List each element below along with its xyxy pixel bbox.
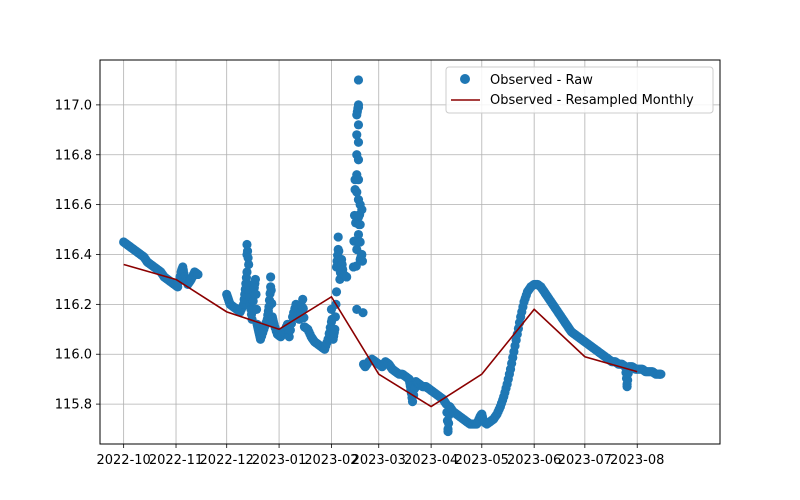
raw-data-point: [251, 304, 262, 314]
raw-data-point: [357, 256, 368, 266]
resampled-monthly-line: [123, 263, 638, 408]
raw-data-point: [266, 285, 276, 295]
raw-data-point: [267, 298, 277, 309]
raw-data-point: [330, 312, 340, 322]
raw-data-point: [353, 102, 364, 112]
x-tick-label: 2023-05: [455, 453, 509, 468]
y-tick-label: 117.0: [55, 98, 92, 113]
legend-raw-label: Observed - Raw: [490, 73, 593, 88]
x-tick-label: 2023-04: [404, 453, 458, 468]
raw-data-point: [242, 246, 253, 256]
legend-box: [445, 66, 714, 114]
raw-data-point: [353, 75, 364, 85]
raw-data-point: [193, 269, 203, 280]
raw-series: [119, 75, 666, 437]
y-tick-label: 116.0: [55, 348, 92, 363]
raw-data-point: [352, 130, 362, 140]
raw-data-point: [353, 137, 364, 147]
raw-data-point: [242, 267, 252, 277]
legend-raw-marker: [460, 74, 470, 84]
raw-data-point: [298, 294, 308, 304]
raw-data-point: [342, 272, 352, 282]
y-tick-label: 116.6: [55, 198, 92, 213]
x-tick-label: 2022-11: [149, 453, 203, 468]
raw-data-point: [622, 382, 632, 392]
raw-data-point: [355, 237, 365, 247]
raw-data-point: [353, 120, 364, 130]
raw-data-point: [355, 219, 365, 230]
y-tick-label: 116.8: [55, 148, 92, 163]
x-tick-label: 2023-02: [304, 453, 358, 468]
raw-data-point: [351, 261, 361, 271]
raw-data-point: [656, 369, 666, 379]
raw-data-point: [243, 253, 253, 263]
raw-data-point: [357, 249, 367, 260]
raw-data-point: [353, 229, 364, 240]
raw-data-point: [331, 287, 342, 297]
raw-data-point: [244, 259, 254, 270]
plot-area-frame: [99, 59, 721, 445]
raw-data-point: [250, 274, 261, 285]
raw-data-point: [357, 205, 367, 215]
raw-data-point: [334, 246, 344, 256]
raw-data-point: [266, 272, 276, 282]
x-tick-label: 2023-06: [507, 453, 561, 468]
x-tick-label: 2023-03: [352, 453, 406, 468]
raw-data-point: [352, 187, 362, 197]
legend: Observed - Raw Observed - Resampled Mont…: [445, 66, 714, 114]
x-tick-label: 2023-07: [558, 453, 612, 468]
grid: [100, 60, 720, 444]
raw-data-point: [623, 375, 633, 385]
raw-data-point: [242, 239, 252, 250]
raw-data-point: [353, 155, 364, 165]
raw-data-point: [298, 303, 308, 314]
raw-data-point: [251, 289, 261, 299]
raw-data-point: [358, 308, 368, 318]
x-tick-label: 2023-01: [252, 453, 306, 468]
raw-data-point: [333, 232, 343, 242]
y-tick-label: 116.2: [55, 298, 92, 313]
x-tick-label: 2022-12: [200, 453, 254, 468]
raw-data-point: [330, 324, 340, 334]
axis-ticks: 2022-102022-112022-122023-012023-022023-…: [55, 98, 665, 468]
y-tick-label: 116.4: [55, 248, 92, 263]
x-tick-label: 2022-10: [96, 453, 150, 468]
legend-resampled-label: Observed - Resampled Monthly: [490, 93, 694, 108]
x-tick-label: 2023-08: [610, 453, 664, 468]
raw-data-point: [443, 418, 454, 428]
raw-data-point: [353, 175, 364, 185]
y-tick-label: 115.8: [55, 398, 92, 413]
resampled-series: [123, 263, 638, 408]
raw-data-point: [443, 426, 453, 437]
